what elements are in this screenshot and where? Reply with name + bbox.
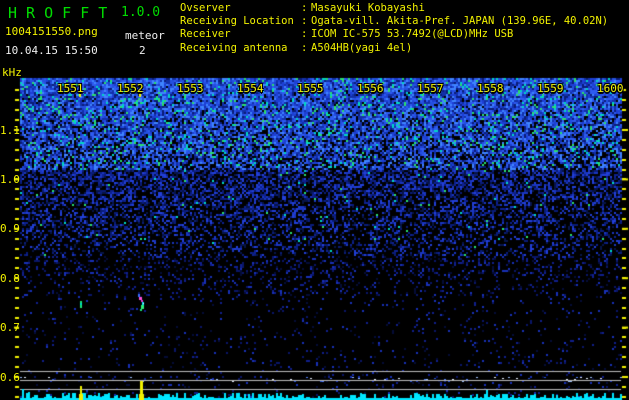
freq-unit-label: kHz: [2, 66, 22, 79]
time-axis-label: 1559: [537, 82, 564, 95]
info-value: Ogata-vill. Akita-Pref. JAPAN (139.96E, …: [311, 15, 609, 28]
freq-axis-label: 0.6: [0, 370, 20, 384]
station-info-row: Ovserver: Masayuki Kobayashi: [180, 2, 608, 15]
time-axis-label: 1555: [297, 82, 324, 95]
station-info: Ovserver: Masayuki Kobayashi Receiving Loc…: [180, 2, 608, 55]
time-axis-label: 1554: [237, 82, 264, 95]
time-axis-label: 1551: [57, 82, 84, 95]
info-value: ICOM IC-575 53.7492(@LCD)MHz USB: [311, 28, 514, 41]
time-axis-label: 1556: [357, 82, 384, 95]
info-label: Ovserver: [180, 2, 231, 14]
info-value: Masayuki Kobayashi: [311, 2, 425, 14]
station-info-row: Receiver: ICOM IC-575 53.7492(@LCD)MHz US…: [180, 28, 608, 41]
freq-axis-label: 0.7: [0, 321, 20, 335]
meteor-count: 2: [139, 44, 146, 57]
station-info-row: Receiving Location: Ogata-vill. Akita-Pre…: [180, 15, 608, 28]
station-info-row: Receiving antenna: A504HB(yagi 4el): [180, 42, 608, 55]
time-axis-label: 1600: [597, 82, 624, 95]
info-colon: :: [301, 41, 308, 54]
info-value: A504HB(yagi 4el): [311, 41, 413, 54]
output-filename: 1004151550.png: [5, 25, 98, 38]
app-version: 1.0.0: [121, 5, 161, 20]
info-label: Receiving Location: [180, 15, 294, 28]
time-axis-label: 1553: [177, 82, 204, 95]
time-axis-label: 1552: [117, 82, 144, 95]
freq-axis-label: 1.1: [0, 123, 20, 137]
info-colon: :: [301, 28, 308, 41]
app-title: H R O F F T: [8, 4, 108, 22]
info-label: Receiver: [180, 28, 231, 41]
time-axis-label: 1558: [477, 82, 504, 95]
time-axis-label: 1557: [417, 82, 444, 95]
info-label: Receiving antenna: [180, 41, 288, 54]
freq-axis-label: 1.0: [0, 172, 20, 186]
freq-axis-label: 0.8: [0, 271, 20, 285]
info-colon: :: [301, 2, 308, 14]
mode-label: meteor: [125, 29, 165, 42]
info-colon: :: [301, 15, 308, 28]
observation-datetime: 10.04.15 15:50: [5, 44, 98, 57]
freq-axis-label: 0.9: [0, 222, 20, 236]
